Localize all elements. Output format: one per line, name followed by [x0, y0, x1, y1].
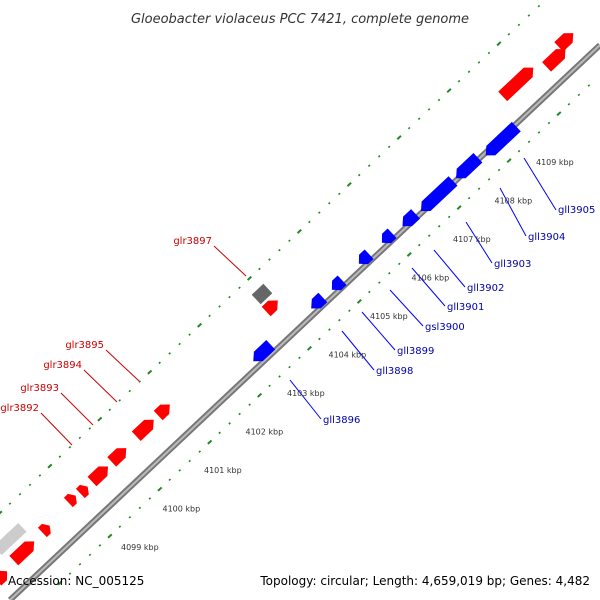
forward-gene-label: glr3897 [173, 236, 212, 247]
gene-arrow [153, 404, 170, 421]
forward-gene-label: glr3894 [43, 360, 82, 371]
gene-arrow [37, 523, 51, 538]
label-leaders [40, 157, 557, 446]
reverse-gene-label: gll3899 [397, 346, 434, 357]
forward-leader-line [105, 349, 140, 382]
kbp-label: 4101 kbp [204, 466, 242, 475]
reverse-leader-line [341, 330, 375, 371]
kbp-label: 4106 kbp [412, 274, 450, 283]
map-title: Gloeobacter violaceus PCC 7421, complete… [131, 12, 469, 27]
reverse-leader-line [361, 311, 396, 351]
gene-arrow [331, 275, 347, 291]
gene-arrow [63, 493, 77, 508]
genes [0, 33, 574, 586]
gene-arrow [554, 33, 574, 52]
reverse-gene-label: gll3905 [558, 205, 595, 216]
reverse-leader-line [499, 187, 527, 237]
reverse-leader-line [465, 221, 493, 264]
forward-leader-line [40, 412, 73, 446]
reverse-leader-line [389, 289, 424, 327]
gene-arrow [358, 249, 374, 265]
gene-arrow [485, 121, 521, 156]
gene-arrow [131, 419, 154, 441]
tick-marks [0, 4, 591, 586]
gene-arrow [542, 49, 566, 72]
reverse-gene-label: gll3903 [494, 259, 531, 270]
gene-arrow [420, 176, 458, 212]
gene-block [251, 283, 273, 305]
accession-text: Accession: NC_005125 [8, 574, 144, 588]
kbp-label: 4109 kbp [536, 158, 574, 167]
reverse-leader-line [411, 267, 446, 307]
forward-leader-line [213, 245, 247, 277]
reverse-gene-label: gll3902 [467, 283, 504, 294]
reverse-leader-line [433, 249, 466, 288]
reverse-gene-label: gll3898 [376, 366, 413, 377]
reverse-leader-line [523, 157, 557, 211]
gene-arrow [87, 466, 109, 487]
gene-arrow [9, 541, 35, 566]
gene-arrow [311, 292, 328, 309]
kbp-label: 4102 kbp [246, 428, 284, 437]
gene-arrow [107, 448, 127, 467]
forward-leader-line [60, 392, 94, 426]
genome-summary-text: Topology: circular; Length: 4,659,019 bp… [259, 574, 590, 588]
reverse-gene-label: gll3904 [528, 232, 565, 243]
forward-leader-line [83, 369, 118, 403]
reverse-gene-label: gll3901 [447, 302, 484, 313]
gene-arrow [381, 228, 397, 244]
gene-block [0, 522, 27, 556]
reverse-gene-label: gll3896 [323, 415, 360, 426]
gene-labels: glr3897 glr3895 glr3894 glr3893 glr3892 gll39… [0, 205, 595, 426]
gene-arrow [75, 484, 89, 499]
kbp-label: 4105 kbp [370, 312, 408, 321]
forward-gene-label: glr3892 [0, 403, 39, 414]
kbp-label: 4108 kbp [495, 197, 533, 206]
kbp-label: 4104 kbp [329, 351, 367, 360]
forward-gene-label: glr3895 [65, 340, 104, 351]
kbp-label: 4103 kbp [287, 389, 325, 398]
gene-arrow [402, 209, 421, 227]
kbp-label: 4100 kbp [163, 505, 201, 514]
reverse-gene-label: gsl3900 [425, 322, 465, 333]
forward-gene-label: glr3893 [20, 383, 59, 394]
gene-arrow [456, 152, 483, 179]
gene-arrow [0, 570, 8, 586]
gene-arrow [261, 300, 278, 317]
gene-arrow [498, 67, 534, 102]
kbp-label: 4099 kbp [121, 543, 159, 552]
kbp-label: 4107 kbp [453, 235, 491, 244]
reverse-leader-line [289, 379, 322, 420]
kbp-labels: 4099 kbp 4100 kbp 4101 kbp 4102 kbp 4103 kbp… [121, 158, 574, 552]
gene-arrow [253, 340, 276, 362]
